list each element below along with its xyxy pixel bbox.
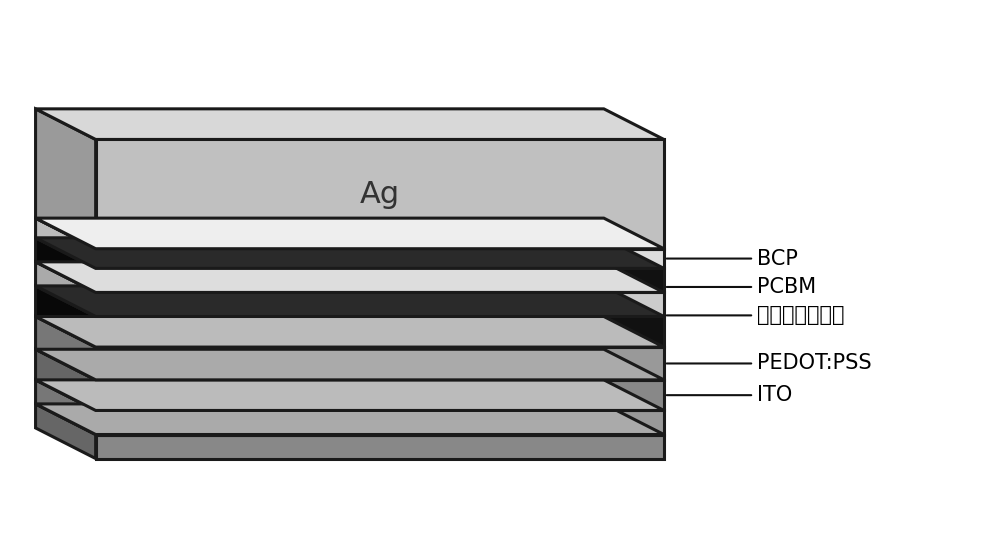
Polygon shape: [36, 286, 96, 347]
Polygon shape: [36, 238, 664, 268]
Polygon shape: [36, 316, 96, 380]
Polygon shape: [96, 347, 664, 380]
Text: BCP: BCP: [667, 249, 798, 268]
Polygon shape: [36, 380, 664, 410]
Polygon shape: [96, 380, 664, 410]
Polygon shape: [96, 139, 664, 249]
Text: Ag: Ag: [360, 180, 400, 209]
Text: 锡铅混合钓针矿: 锡铅混合钓针矿: [667, 305, 844, 326]
Polygon shape: [36, 349, 664, 380]
Text: ITO: ITO: [667, 385, 792, 405]
Polygon shape: [36, 109, 96, 249]
Polygon shape: [36, 218, 96, 268]
Polygon shape: [96, 268, 664, 293]
Polygon shape: [96, 435, 664, 458]
Polygon shape: [36, 316, 664, 347]
Text: PCBM: PCBM: [667, 277, 816, 297]
Polygon shape: [96, 410, 664, 435]
Polygon shape: [36, 404, 664, 435]
Polygon shape: [36, 262, 96, 316]
Polygon shape: [36, 109, 664, 139]
Polygon shape: [36, 218, 664, 249]
Polygon shape: [36, 404, 96, 458]
Polygon shape: [36, 238, 96, 293]
Polygon shape: [96, 293, 664, 316]
Polygon shape: [36, 286, 664, 316]
Polygon shape: [36, 349, 96, 410]
Polygon shape: [96, 316, 664, 347]
Text: PEDOT:PSS: PEDOT:PSS: [667, 354, 871, 374]
Polygon shape: [36, 380, 96, 435]
Polygon shape: [96, 249, 664, 268]
Polygon shape: [36, 262, 664, 293]
